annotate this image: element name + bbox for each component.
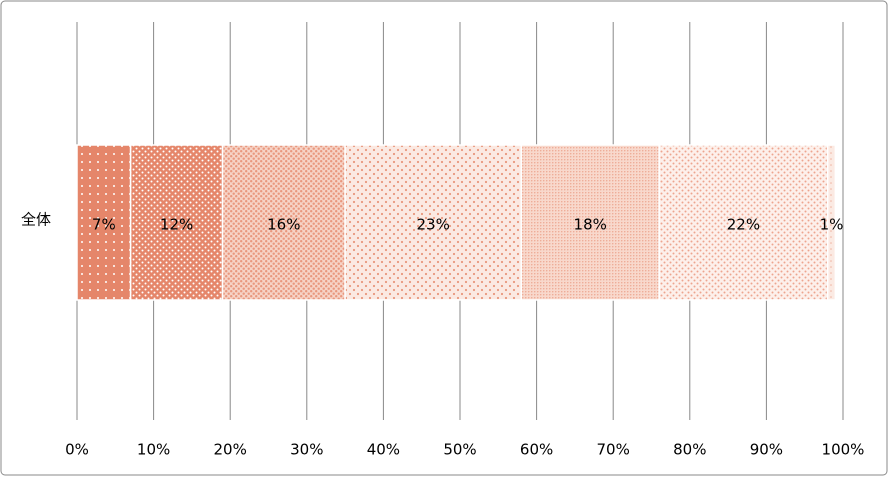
x-tick-label: 0%	[65, 441, 89, 459]
bar-segment	[221, 144, 346, 301]
data-label: 1%	[820, 216, 844, 234]
bar-segment	[344, 144, 523, 301]
x-tick-label: 50%	[443, 441, 476, 459]
data-label: 23%	[417, 216, 450, 234]
data-label: 7%	[92, 216, 116, 234]
x-tick-label: 100%	[822, 441, 865, 459]
data-label: 16%	[267, 216, 300, 234]
bar-segment	[520, 144, 660, 301]
x-tick-label: 80%	[673, 441, 706, 459]
data-label: 18%	[574, 216, 607, 234]
x-tick-label: 40%	[367, 441, 400, 459]
bar-segment	[76, 144, 132, 301]
x-tick-label: 90%	[750, 441, 783, 459]
bar-segment	[658, 144, 829, 301]
data-label: 12%	[160, 216, 193, 234]
x-tick-label: 70%	[597, 441, 630, 459]
y-tick-label: 全体	[21, 211, 51, 229]
bar-segment	[826, 144, 837, 301]
data-label: 22%	[727, 216, 760, 234]
x-tick-label: 30%	[290, 441, 323, 459]
x-tick-label: 60%	[520, 441, 553, 459]
x-tick-label: 20%	[214, 441, 247, 459]
x-tick-label: 10%	[137, 441, 170, 459]
